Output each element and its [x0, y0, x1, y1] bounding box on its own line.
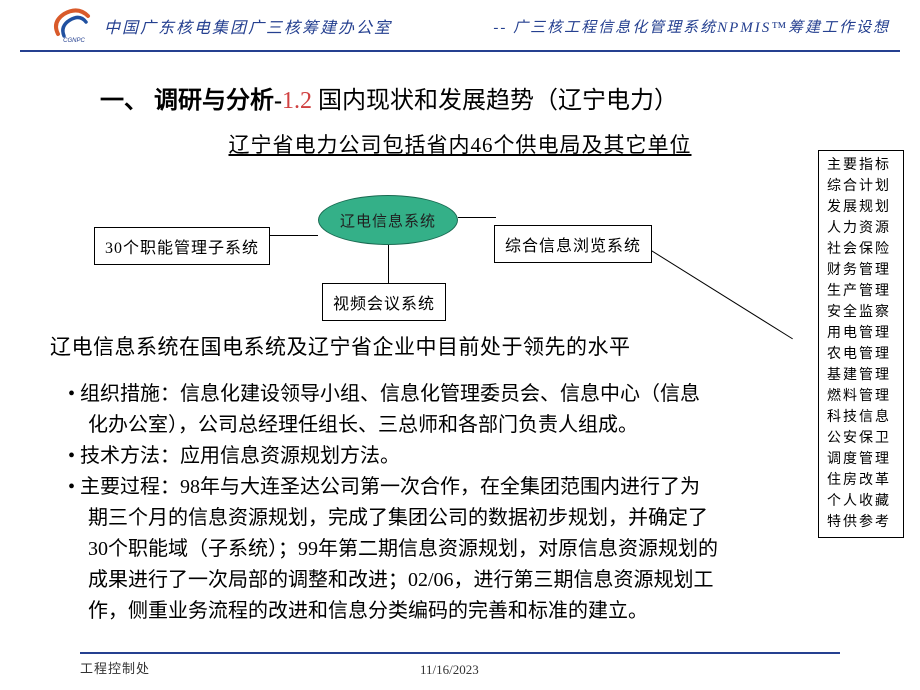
diagram-node-right: 综合信息浏览系统	[494, 225, 652, 263]
header-org-right: -- 广三核工程信息化管理系统NPMIS™筹建工作设想	[493, 16, 890, 37]
title-number: 1.2	[282, 88, 312, 114]
footer-date: 11/16/2023	[420, 662, 479, 678]
slide-subtitle: 辽宁省电力公司包括省内46个供电局及其它单位	[0, 129, 920, 159]
diagram-node-left: 30个职能管理子系统	[94, 227, 270, 265]
sidebar-item: 个人收藏	[827, 491, 895, 512]
sidebar-item: 安全监察	[827, 302, 895, 323]
sidebar-list: 主要指标 综合计划 发展规划 人力资源 社会保险 财务管理 生产管理 安全监察 …	[818, 150, 904, 538]
footer-dept: 工程控制处	[80, 661, 150, 676]
sidebar-item: 特供参考	[827, 512, 895, 533]
sidebar-item: 公安保卫	[827, 428, 895, 449]
footer-divider	[80, 652, 840, 654]
svg-text:CGNPC: CGNPC	[63, 38, 85, 44]
diagram-center-node: 辽电信息系统	[318, 195, 458, 245]
bullet-item: 技术方法：应用信息资源规划方法。	[88, 441, 718, 472]
sidebar-item: 综合计划	[827, 176, 895, 197]
diagram-node-bottom: 视频会议系统	[322, 283, 446, 321]
sidebar-item: 社会保险	[827, 239, 895, 260]
title-prefix: 一、 调研与分析-	[100, 88, 282, 114]
diagram-area: 辽电信息系统 30个职能管理子系统 综合信息浏览系统 视频会议系统	[0, 177, 920, 317]
connector-right	[458, 217, 496, 218]
sidebar-item: 人力资源	[827, 218, 895, 239]
bullet-item: 组织措施：信息化建设领导小组、信息化管理委员会、信息中心（信息化办公室），公司总…	[88, 379, 718, 441]
header: CGNPC 中国广东核电集团广三核筹建办公室 -- 广三核工程信息化管理系统NP…	[0, 0, 920, 50]
slide-title: 一、 调研与分析-1.2 国内现状和发展趋势（辽宁电力）	[100, 80, 920, 115]
sidebar-item: 调度管理	[827, 449, 895, 470]
sidebar-item: 发展规划	[827, 197, 895, 218]
connector-bottom	[388, 245, 389, 283]
title-rest: 国内现状和发展趋势（辽宁电力）	[312, 88, 678, 114]
connector-sidebar	[640, 243, 793, 339]
bullet-list: 组织措施：信息化建设领导小组、信息化管理委员会、信息中心（信息化办公室），公司总…	[68, 379, 718, 627]
sidebar-item: 农电管理	[827, 344, 895, 365]
sidebar-item: 主要指标	[827, 155, 895, 176]
cgnpc-logo-icon: CGNPC	[50, 8, 98, 44]
sidebar-item: 财务管理	[827, 260, 895, 281]
sidebar-item: 生产管理	[827, 281, 895, 302]
sidebar-item: 科技信息	[827, 407, 895, 428]
sidebar-item: 住房改革	[827, 470, 895, 491]
header-divider	[20, 50, 900, 52]
bullet-item: 主要过程：98年与大连圣达公司第一次合作，在全集团范围内进行了为期三个月的信息资…	[88, 472, 718, 627]
footer: 工程控制处 11/16/2023	[0, 646, 920, 678]
sidebar-item: 基建管理	[827, 365, 895, 386]
sidebar-item: 燃料管理	[827, 386, 895, 407]
header-org-left: 中国广东核电集团广三核筹建办公室	[104, 14, 392, 38]
sidebar-item: 用电管理	[827, 323, 895, 344]
intro-paragraph: 辽电信息系统在国电系统及辽宁省企业中目前处于领先的水平	[50, 331, 690, 361]
